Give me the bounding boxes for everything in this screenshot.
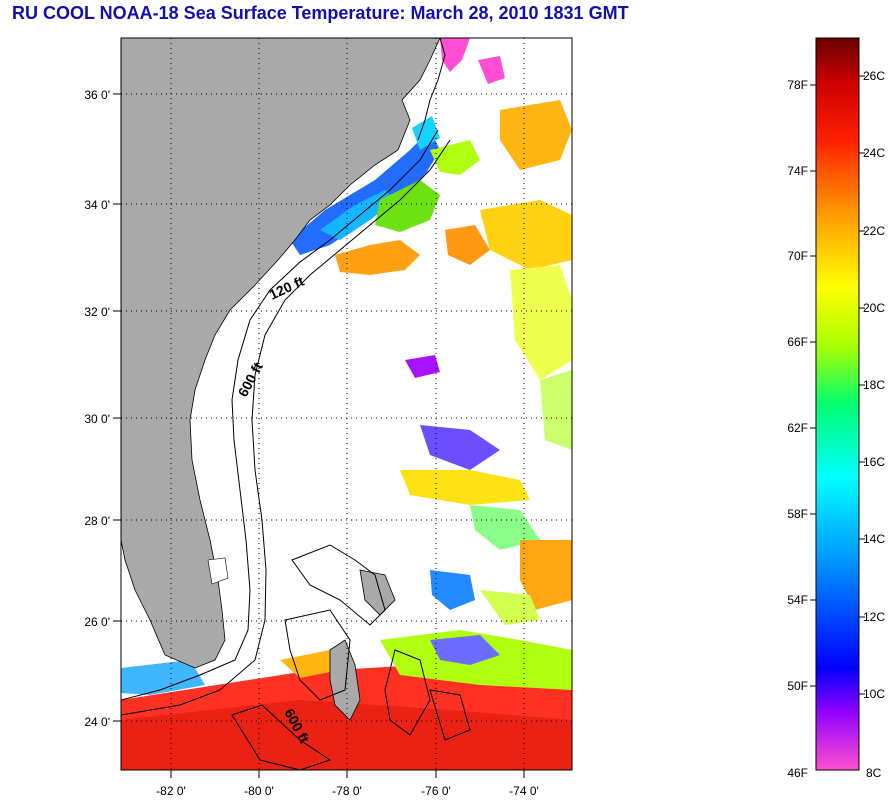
tick-marks	[113, 93, 525, 778]
colorbar-ticks	[810, 75, 865, 695]
colorbar-label-f: 70F	[787, 249, 808, 263]
lat-label: 28 0'	[84, 514, 110, 528]
lat-label: 36 0'	[84, 88, 110, 102]
isobath-600ft	[121, 139, 451, 716]
colorbar-label-c: 10C	[863, 687, 885, 701]
colorbar-label-c: 16C	[863, 455, 885, 469]
colorbar-label-f: 74F	[787, 164, 808, 178]
colorbar-label-c: 20C	[863, 301, 885, 315]
lat-label: 32 0'	[84, 305, 110, 319]
colorbar-label-c: 26C	[863, 69, 885, 83]
lon-label: -82 0'	[156, 784, 186, 798]
colorbar-label-f: 78F	[787, 78, 808, 92]
colorbar-label-c: 14C	[863, 532, 885, 546]
graticule	[121, 38, 572, 770]
lat-label: 26 0'	[84, 615, 110, 629]
colorbar-label-c: 8C	[866, 766, 882, 780]
colorbar-label-c: 18C	[863, 378, 885, 392]
colorbar-label-f: 50F	[787, 679, 808, 693]
lat-label: 24 0'	[84, 715, 110, 729]
colorbar-label-f: 58F	[787, 507, 808, 521]
land-mass	[121, 38, 441, 669]
colorbar	[815, 37, 860, 771]
colorbar-label-c: 12C	[863, 610, 885, 624]
lon-label: -74 0'	[509, 784, 539, 798]
lon-label: -80 0'	[244, 784, 274, 798]
colorbar-label-c: 24C	[863, 146, 885, 160]
page-title: RU COOL NOAA-18 Sea Surface Temperature:…	[12, 3, 629, 23]
colorbar-label-f: 66F	[787, 335, 808, 349]
bahamas-island	[329, 639, 361, 721]
lon-label: -76 0'	[421, 784, 451, 798]
lat-label: 34 0'	[84, 198, 110, 212]
colorbar-label-f: 54F	[787, 593, 808, 607]
colorbar-label-f: 46F	[787, 766, 808, 780]
lon-label: -78 0'	[332, 784, 362, 798]
colorbar-label-f: 62F	[787, 421, 808, 435]
isobath-120ft	[121, 129, 439, 701]
colorbar-label-c: 22C	[863, 224, 885, 238]
lat-label: 30 0'	[84, 412, 110, 426]
